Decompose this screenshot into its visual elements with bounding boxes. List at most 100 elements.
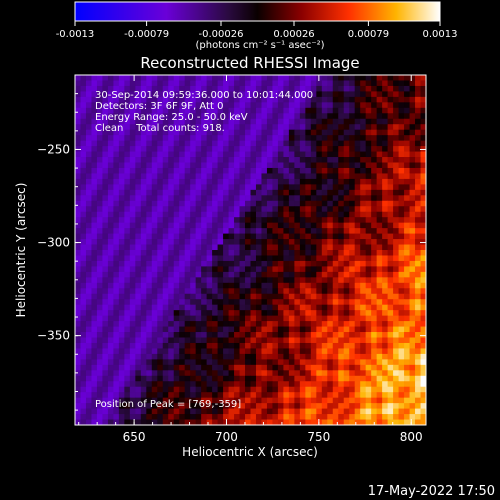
heatmap-cell [195,195,202,202]
heatmap-cell [102,178,109,185]
heatmap-cell [283,403,290,409]
heatmap-cell [223,107,229,114]
heatmap-cell [129,140,136,147]
heatmap-cell [75,364,81,371]
heatmap-cell [299,113,306,120]
heatmap-cell [140,277,147,284]
heatmap-cell [266,277,273,284]
heatmap-cell [321,206,328,213]
heatmap-cell [371,250,378,256]
heatmap-cell [261,222,268,229]
heatmap-cell [272,151,279,158]
heatmap-cell [206,392,213,399]
heatmap-cell [354,244,361,251]
heatmap-cell [360,250,367,256]
heatmap-cell [113,271,120,278]
heatmap-cell [261,304,268,311]
heatmap-cell [420,107,426,114]
heatmap-cell [212,386,218,393]
heatmap-cell [338,288,345,295]
heatmap-cell [299,96,306,103]
heatmap-cell [245,146,251,152]
heatmap-cell [365,419,372,425]
heatmap-cell [420,293,426,300]
heatmap-cell [201,102,208,109]
heatmap-cell [272,386,279,393]
heatmap-cell [173,135,180,142]
heatmap-cell [409,392,416,399]
heatmap-cell [371,206,378,213]
heatmap-cell [316,211,323,218]
heatmap-cell [299,326,306,333]
heatmap-cell [360,222,367,229]
heatmap-cell [404,348,410,355]
heatmap-cell [80,304,87,311]
heatmap-cell [157,124,164,131]
heatmap-cell [261,293,268,300]
heatmap-cell [343,184,350,191]
heatmap-cell [129,151,136,158]
heatmap-cell [212,80,218,87]
heatmap-cell [184,146,191,152]
heatmap-cell [162,381,169,388]
heatmap-cell [332,200,339,207]
heatmap-cell [354,167,361,174]
heatmap-cell [294,277,301,284]
annotation-energy: Energy Range: 25.0 - 50.0 keV [95,112,248,123]
heatmap-cell [129,293,136,300]
heatmap-cell [354,135,361,142]
heatmap-cell [415,222,421,229]
heatmap-cell [223,173,229,180]
heatmap-cell [316,239,323,245]
heatmap-cell [168,321,175,327]
heatmap-cell [382,96,389,103]
heatmap-cell [102,304,109,311]
heatmap-cell [96,321,103,327]
heatmap-cell [272,195,279,202]
heatmap-cell [376,244,383,251]
heatmap-cell [239,217,246,224]
heatmap-cell [294,178,301,185]
heatmap-cell [250,260,257,267]
heatmap-cell [173,118,180,125]
heatmap-cell [365,129,372,136]
heatmap-cell [294,222,301,229]
heatmap-cell [206,271,213,278]
heatmap-cell [283,266,290,273]
heatmap-cell [124,250,131,256]
heatmap-cell [75,293,81,300]
heatmap-cell [184,359,191,366]
heatmap-cell [409,167,416,174]
heatmap-cell [327,162,334,169]
heatmap-cell [277,370,284,377]
heatmap-cell [228,288,235,295]
heatmap-cell [404,321,410,327]
heatmap-cell [190,200,197,207]
heatmap-cell [305,403,312,409]
heatmap-cell [420,206,426,213]
heatmap-cell [376,332,383,338]
heatmap-cell [415,282,421,289]
heatmap-cell [107,200,114,207]
heatmap-cell [365,271,372,278]
heatmap-cell [234,310,240,317]
heatmap-cell [376,173,383,180]
heatmap-cell [173,321,180,327]
heatmap-cell [102,370,109,377]
heatmap-cell [190,184,197,191]
heatmap-cell [80,222,87,229]
heatmap-cell [151,157,158,163]
heatmap-cell [343,353,350,360]
heatmap-cell [332,332,339,338]
heatmap-cell [173,217,180,224]
heatmap-cell [327,85,334,92]
heatmap-cell [277,282,284,289]
heatmap-cell [168,364,175,371]
heatmap-cell [179,414,186,420]
heatmap-cell [382,381,389,388]
heatmap-cell [85,403,92,409]
heatmap-cell [387,113,394,120]
heatmap-cell [365,304,372,311]
heatmap-cell [398,386,405,393]
heatmap-cell [124,375,131,382]
